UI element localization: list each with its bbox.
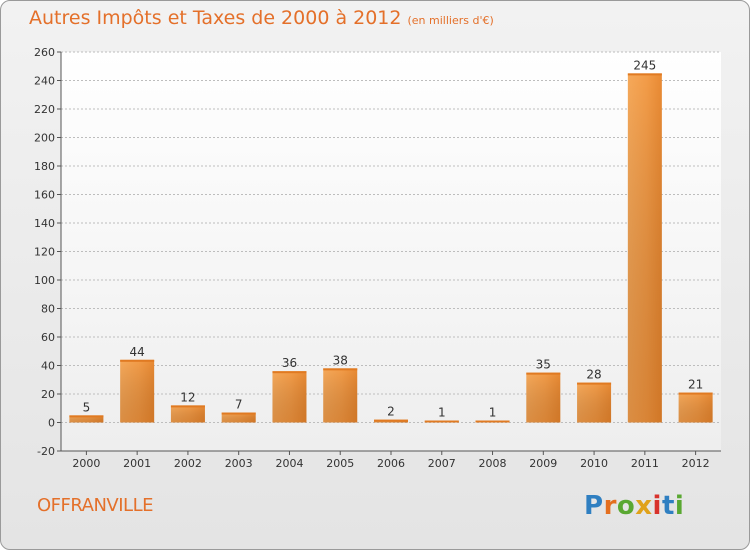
logo-letter: i — [674, 491, 685, 521]
x-tick-label-2009: 2009 — [529, 457, 557, 470]
chart-unit: (en milliers d'€) — [407, 14, 494, 27]
x-tick-label-2010: 2010 — [580, 457, 608, 470]
bar-shade-2000 — [69, 415, 104, 423]
x-tick-label-2008: 2008 — [479, 457, 507, 470]
bar-shade-2012 — [678, 392, 713, 423]
y-tick-label: 40 — [41, 360, 55, 373]
x-tick-label-2003: 2003 — [225, 457, 253, 470]
y-tick-label: -20 — [37, 445, 55, 458]
x-tick-label-2000: 2000 — [72, 457, 100, 470]
data-label-2012: 21 — [688, 378, 703, 392]
bar-top-2006 — [374, 419, 408, 422]
x-tick-label-2011: 2011 — [631, 457, 659, 470]
bar-top-2000 — [69, 415, 104, 418]
data-label-2000: 5 — [83, 400, 91, 414]
bar-top-2009 — [526, 372, 561, 375]
data-label-2010: 28 — [586, 368, 601, 382]
y-tick-label: 200 — [34, 132, 55, 145]
y-tick-label: 120 — [34, 246, 55, 259]
bar-top-2011 — [627, 73, 662, 76]
data-label-2005: 38 — [333, 353, 348, 367]
bar-top-2005 — [323, 368, 358, 371]
proxiti-logo: Proxiti — [584, 491, 684, 521]
chart-title-text: Autres Impôts et Taxes de 2000 à 2012 — [29, 7, 402, 29]
x-tick-label-2001: 2001 — [123, 457, 151, 470]
y-tick-label: 220 — [34, 103, 55, 116]
y-tick-label: 180 — [34, 160, 55, 173]
x-tick-label-2012: 2012 — [682, 457, 710, 470]
y-tick-label: 20 — [41, 388, 55, 401]
y-tick-label: 140 — [34, 217, 55, 230]
bar-shade-2010 — [577, 382, 612, 423]
chart-title: Autres Impôts et Taxes de 2000 à 2012 (en… — [29, 7, 494, 29]
x-tick-label-2006: 2006 — [377, 457, 405, 470]
bar-top-2010 — [577, 382, 612, 385]
data-label-2002: 12 — [180, 390, 195, 404]
x-tick-label-2005: 2005 — [326, 457, 354, 470]
data-label-2008: 1 — [489, 406, 497, 420]
data-label-2009: 35 — [536, 358, 551, 372]
bar-top-2007 — [424, 420, 459, 423]
bar-top-2001 — [120, 359, 155, 362]
bar-shade-2002 — [170, 405, 205, 423]
logo-letter: P — [584, 491, 604, 521]
y-tick-label: 160 — [34, 189, 55, 202]
bar-shade-2003 — [221, 412, 256, 423]
logo-letter: x — [635, 491, 653, 521]
y-tick-label: 0 — [48, 417, 55, 430]
bar-shade-2009 — [526, 372, 561, 423]
x-tick-label-2004: 2004 — [275, 457, 303, 470]
bar-top-2002 — [170, 405, 205, 408]
logo-letter: r — [603, 491, 617, 521]
data-label-2007: 1 — [438, 406, 446, 420]
bar-top-2004 — [272, 371, 307, 374]
x-tick-label-2007: 2007 — [428, 457, 456, 470]
commune-name: OFFRANVILLE — [37, 495, 153, 516]
bar-top-2003 — [221, 412, 256, 415]
y-tick-label: 240 — [34, 75, 55, 88]
y-tick-label: 80 — [41, 303, 55, 316]
bar-shade-2005 — [323, 368, 358, 423]
logo-letter: i — [652, 491, 662, 521]
bar-shade-2001 — [120, 359, 155, 423]
logo-letter: o — [616, 491, 636, 521]
data-label-2004: 36 — [282, 356, 297, 370]
data-label-2006: 2 — [387, 405, 395, 419]
y-tick-label: 100 — [34, 274, 55, 287]
x-tick-label-2002: 2002 — [174, 457, 202, 470]
bar-shade-2011 — [627, 73, 662, 423]
bar-top-2012 — [678, 392, 713, 395]
data-label-2011: 245 — [633, 58, 656, 72]
bar-shade-2004 — [272, 371, 307, 423]
data-label-2001: 44 — [130, 345, 145, 359]
y-tick-label: 260 — [34, 46, 55, 59]
y-tick-label: 60 — [41, 331, 55, 344]
data-label-2003: 7 — [235, 398, 243, 412]
bar-top-2008 — [475, 420, 510, 423]
logo-letter: t — [661, 491, 675, 521]
